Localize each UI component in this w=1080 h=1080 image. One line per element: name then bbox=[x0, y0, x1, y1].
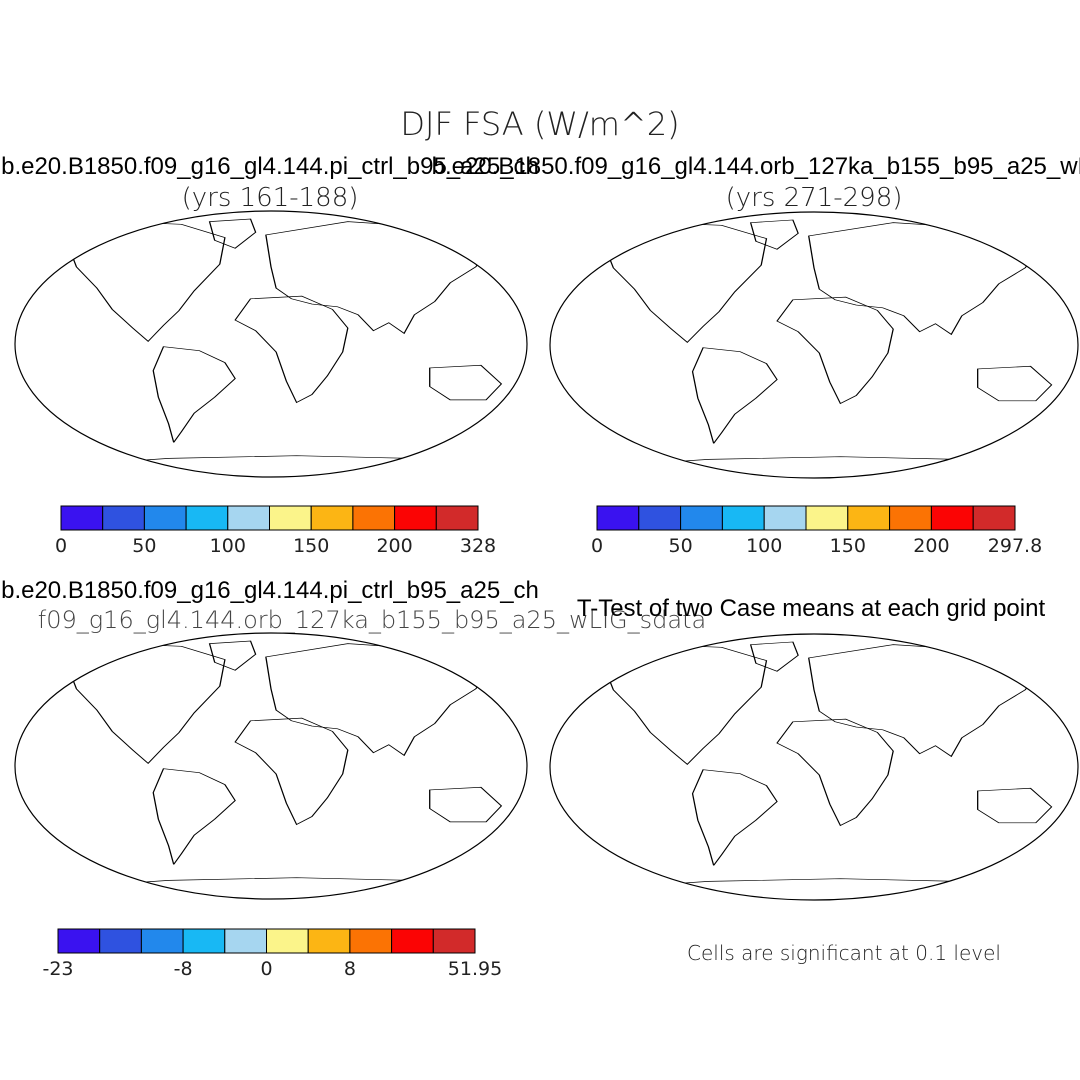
colorbar-box bbox=[930, 505, 974, 531]
colorbar-box bbox=[224, 928, 268, 954]
colorbar-box bbox=[227, 505, 271, 531]
colorbar-tick-label: 0 bbox=[260, 958, 272, 980]
map-frame bbox=[549, 211, 1079, 479]
panel-diff-subtitle: f09_g16_gl4.144.orb_127ka_b155_b95_a25_w… bbox=[38, 606, 706, 634]
colorbar-tick-label: 328 bbox=[460, 535, 496, 557]
colorbar-box bbox=[266, 928, 309, 954]
colorbar-box bbox=[680, 505, 723, 531]
colorbar-box bbox=[352, 505, 396, 531]
panel-case2-subtitle: (yrs 271-298) bbox=[726, 183, 903, 213]
colorbar-box bbox=[391, 928, 434, 954]
colorbar-box bbox=[847, 505, 891, 531]
colorbar-box bbox=[269, 505, 312, 531]
panel-case2-title: b.e20.B1850.f09_g16_gl4.144.orb_127ka_b1… bbox=[432, 153, 1080, 180]
colorbar-tick-label: 50 bbox=[132, 535, 156, 557]
colorbar-box bbox=[972, 505, 1016, 531]
colorbar-tick-label: 297.8 bbox=[988, 535, 1042, 557]
colorbar-box bbox=[763, 505, 807, 531]
colorbar-tick-label: 100 bbox=[210, 535, 246, 557]
colorbar-tick-label: 200 bbox=[376, 535, 412, 557]
colorbar-box bbox=[140, 928, 184, 954]
map-ocean bbox=[15, 211, 527, 477]
colorbar-box bbox=[432, 928, 476, 954]
colorbar-box bbox=[307, 928, 351, 954]
colorbar-box bbox=[60, 505, 104, 531]
colorbar-box bbox=[805, 505, 849, 531]
colorbar-box bbox=[102, 505, 145, 531]
colorbar-case2: 0 50 100 150 200 297.8 bbox=[591, 505, 1042, 557]
colorbar-box bbox=[435, 505, 479, 531]
colorbar-tick-label: 8 bbox=[344, 958, 356, 980]
panel-case1-title: b.e20.B1850.f09_g16_gl4.144.pi_ctrl_b95_… bbox=[1, 153, 539, 180]
colorbar-tick-label: 0 bbox=[55, 535, 67, 557]
map-diff bbox=[14, 632, 528, 900]
map-frame bbox=[549, 633, 1079, 901]
colorbar-tick-label: 150 bbox=[830, 535, 866, 557]
colorbar-tick-label: -23 bbox=[42, 958, 73, 980]
colorbar-tick-label: 50 bbox=[669, 535, 693, 557]
panel-case1-subtitle: (yrs 161-188) bbox=[182, 183, 359, 213]
colorbar-tick-label: -8 bbox=[174, 958, 193, 980]
colorbar-box bbox=[596, 505, 640, 531]
colorbar-tick-label: 100 bbox=[746, 535, 782, 557]
map-case2 bbox=[549, 211, 1079, 479]
colorbar-tick-label: 200 bbox=[913, 535, 949, 557]
colorbar-tick-label: 0 bbox=[591, 535, 603, 557]
panel-ttest-title: T-Test of two Case means at each grid po… bbox=[577, 595, 1046, 622]
map-case1 bbox=[14, 210, 528, 478]
colorbar-case1: 0 50 100 150 200 328 bbox=[55, 505, 496, 557]
colorbar-diff: -23 -8 0 8 51.95 bbox=[42, 928, 502, 980]
colorbar-box bbox=[889, 505, 932, 531]
colorbar-tick-label: 51.95 bbox=[448, 958, 502, 980]
colorbar-box bbox=[721, 505, 765, 531]
map-ttest bbox=[549, 633, 1079, 901]
colorbar-box bbox=[310, 505, 354, 531]
colorbar-box bbox=[638, 505, 682, 531]
colorbar-box bbox=[349, 928, 393, 954]
ttest-note: Cells are significant at 0.1 level bbox=[687, 941, 1001, 965]
map-frame bbox=[14, 632, 528, 900]
map-ocean bbox=[550, 634, 1078, 900]
colorbar-box bbox=[185, 505, 229, 531]
colorbar-box bbox=[57, 928, 101, 954]
map-ocean bbox=[550, 212, 1078, 478]
map-ocean bbox=[15, 633, 527, 899]
panel-diff-title: b.e20.B1850.f09_g16_gl4.144.pi_ctrl_b95_… bbox=[1, 577, 539, 604]
colorbar-box bbox=[182, 928, 226, 954]
map-frame bbox=[14, 210, 528, 478]
colorbar-box bbox=[143, 505, 187, 531]
colorbar-box bbox=[99, 928, 142, 954]
figure-title: DJF FSA (W/m^2) bbox=[400, 105, 679, 143]
colorbar-box bbox=[394, 505, 437, 531]
colorbar-tick-label: 150 bbox=[293, 535, 329, 557]
